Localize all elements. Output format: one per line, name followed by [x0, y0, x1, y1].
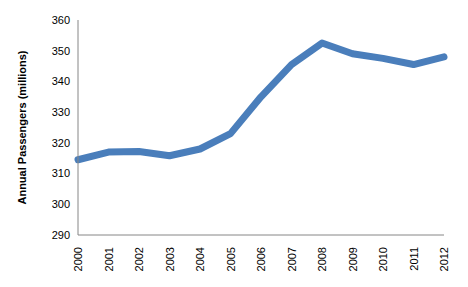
svg-text:290: 290 [52, 229, 70, 241]
svg-text:2012: 2012 [438, 247, 450, 271]
svg-text:360: 360 [52, 14, 70, 26]
svg-text:2008: 2008 [316, 247, 328, 271]
svg-text:2004: 2004 [194, 247, 206, 271]
svg-text:330: 330 [52, 106, 70, 118]
svg-text:350: 350 [52, 45, 70, 57]
svg-text:2002: 2002 [133, 247, 145, 271]
svg-text:310: 310 [52, 167, 70, 179]
svg-text:2010: 2010 [377, 247, 389, 271]
svg-text:Annual Passengers (millions): Annual Passengers (millions) [16, 50, 28, 204]
svg-text:320: 320 [52, 137, 70, 149]
svg-text:2005: 2005 [225, 247, 237, 271]
svg-text:300: 300 [52, 198, 70, 210]
svg-text:2009: 2009 [347, 247, 359, 271]
svg-text:340: 340 [52, 75, 70, 87]
svg-text:2003: 2003 [164, 247, 176, 271]
svg-text:2001: 2001 [103, 247, 115, 271]
svg-text:2011: 2011 [408, 247, 420, 271]
svg-text:2007: 2007 [286, 247, 298, 271]
svg-text:2000: 2000 [72, 247, 84, 271]
svg-text:2006: 2006 [255, 247, 267, 271]
